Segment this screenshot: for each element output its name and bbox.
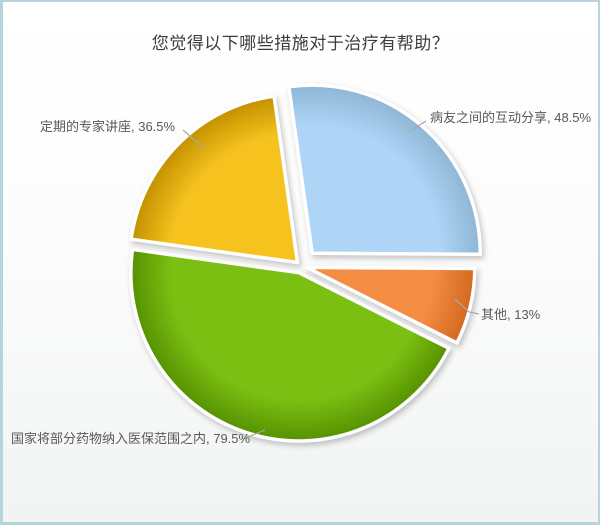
chart-title: 您觉得以下哪些措施对于治疗有帮助？ — [151, 34, 450, 53]
leader-line-share — [408, 120, 427, 133]
slice-label-share: 病友之间的互动分享, 48.5% — [430, 110, 592, 125]
pie-slices — [129, 83, 482, 443]
slice-label-other: 其他, 13% — [481, 307, 541, 322]
slice-label-lectures: 定期的专家讲座, 36.5% — [40, 119, 176, 134]
pie-slice-1 — [305, 265, 477, 345]
slice-label-insurance: 国家将部分药物纳入医保范围之内, 79.5% — [11, 431, 251, 446]
leader-line-other — [454, 298, 480, 315]
leader-lines — [182, 120, 480, 440]
leader-line-insurance — [242, 429, 266, 440]
pie-slice-3 — [129, 94, 300, 265]
pie-slice-0 — [287, 83, 482, 257]
pie-slice-2 — [129, 247, 451, 443]
leader-line-lectures — [182, 129, 206, 150]
pie-chart — [129, 83, 482, 443]
